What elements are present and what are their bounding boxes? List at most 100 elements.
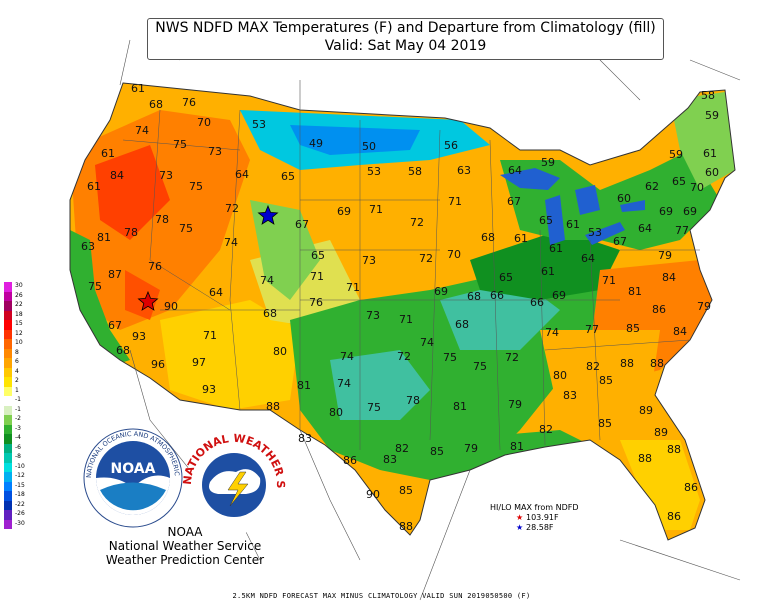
temperature-label: 63 bbox=[81, 240, 95, 253]
temperature-label: 88 bbox=[667, 443, 681, 456]
temperature-label: 82 bbox=[586, 360, 600, 373]
temperature-label: 61 bbox=[703, 147, 717, 160]
legend-label: 22 bbox=[15, 301, 23, 308]
temperature-label: 85 bbox=[598, 417, 612, 430]
legend-row: -12 bbox=[4, 472, 34, 482]
temperature-label: 72 bbox=[419, 252, 433, 265]
legend-row: -18 bbox=[4, 491, 34, 501]
legend-label: 10 bbox=[15, 339, 23, 346]
temperature-label: 90 bbox=[164, 300, 178, 313]
legend-row: -15 bbox=[4, 481, 34, 491]
temperature-label: 76 bbox=[309, 296, 323, 309]
temperature-label: 74 bbox=[545, 326, 559, 339]
legend-swatch bbox=[4, 472, 12, 482]
noaa-logo-text: NOAA bbox=[111, 461, 156, 477]
hilo-box: HI/LO MAX from NDFD ★ 103.91F ★ 28.58F bbox=[490, 503, 579, 533]
us-outline bbox=[69, 82, 736, 541]
temperature-label: 59 bbox=[541, 156, 555, 169]
legend-swatch bbox=[4, 282, 12, 292]
legend-row: -8 bbox=[4, 453, 34, 463]
temperature-label: 82 bbox=[539, 423, 553, 436]
temperature-label: 63 bbox=[457, 164, 471, 177]
temperature-label: 69 bbox=[434, 285, 448, 298]
lake-superior bbox=[500, 168, 560, 190]
legend-swatch bbox=[4, 405, 12, 415]
temperature-label: 89 bbox=[654, 426, 668, 439]
temperature-label: 79 bbox=[464, 442, 478, 455]
hilo-hi-value: 103.91F bbox=[526, 513, 559, 522]
temperature-label: 62 bbox=[645, 180, 659, 193]
temperature-label: 65 bbox=[311, 249, 325, 262]
temperature-label: 81 bbox=[628, 285, 642, 298]
temperature-label: 74 bbox=[340, 350, 354, 363]
temperature-label: 61 bbox=[549, 242, 563, 255]
temperature-label: 68 bbox=[149, 98, 163, 111]
temperature-label: 66 bbox=[490, 289, 504, 302]
legend-label: -15 bbox=[15, 481, 25, 489]
legend-row: -6 bbox=[4, 443, 34, 453]
legend-label: 2 bbox=[15, 377, 19, 384]
temperature-label: 73 bbox=[366, 309, 380, 322]
map-valid-date: Valid: Sat May 04 2019 bbox=[324, 38, 487, 54]
legend-swatch bbox=[4, 320, 12, 330]
temperature-label: 88 bbox=[266, 400, 280, 413]
legend-swatch bbox=[4, 377, 12, 387]
temperature-label: 75 bbox=[367, 401, 381, 414]
temperature-label: 75 bbox=[473, 360, 487, 373]
temperature-label: 78 bbox=[124, 226, 138, 239]
temperature-label: 67 bbox=[108, 319, 122, 332]
legend-row: 18 bbox=[4, 310, 34, 320]
temperature-label: 71 bbox=[369, 203, 383, 216]
legend-swatch bbox=[4, 519, 12, 529]
legend-swatch bbox=[4, 367, 12, 377]
temperature-label: 86 bbox=[652, 303, 666, 316]
temperature-label: 78 bbox=[155, 213, 169, 226]
temperature-label: 86 bbox=[684, 481, 698, 494]
temperature-label: 70 bbox=[690, 181, 704, 194]
hi-star-icon: ★ bbox=[516, 513, 524, 522]
temperature-label: 72 bbox=[410, 216, 424, 229]
temperature-label: 75 bbox=[173, 138, 187, 151]
legend-swatch bbox=[4, 443, 12, 453]
temperature-label: 93 bbox=[132, 330, 146, 343]
legend-row: -1 bbox=[4, 396, 34, 406]
lo-star-icon: ★ bbox=[516, 523, 524, 532]
legend-label: -4 bbox=[15, 434, 21, 441]
legend-label: 15 bbox=[15, 320, 23, 327]
legend-swatch bbox=[4, 500, 12, 510]
temperature-label: 69 bbox=[683, 205, 697, 218]
legend-row: -1 bbox=[4, 405, 34, 415]
temperature-label: 80 bbox=[329, 406, 343, 419]
temperature-label: 65 bbox=[539, 214, 553, 227]
legend-row: 1 bbox=[4, 386, 34, 396]
temperature-label: 65 bbox=[672, 175, 686, 188]
temperature-label: 74 bbox=[420, 336, 434, 349]
temperature-label: 88 bbox=[399, 520, 413, 533]
legend-row: 12 bbox=[4, 329, 34, 339]
legend-swatch bbox=[4, 291, 12, 301]
legend-row: -22 bbox=[4, 500, 34, 510]
temperature-label: 96 bbox=[151, 358, 165, 371]
temperature-label: 88 bbox=[638, 452, 652, 465]
temperature-label: 88 bbox=[650, 357, 664, 370]
temperature-label: 72 bbox=[505, 351, 519, 364]
temperature-label: 58 bbox=[408, 165, 422, 178]
temperature-label: 85 bbox=[399, 484, 413, 497]
temperature-label: 53 bbox=[367, 165, 381, 178]
temperature-label: 83 bbox=[298, 432, 312, 445]
temperature-label: 80 bbox=[553, 369, 567, 382]
temperature-label: 81 bbox=[297, 379, 311, 392]
temperature-label: 86 bbox=[343, 454, 357, 467]
departure-fill bbox=[70, 83, 735, 540]
legend-swatch bbox=[4, 491, 12, 501]
temperature-label: 84 bbox=[110, 169, 124, 182]
hilo-title: HI/LO MAX from NDFD bbox=[490, 503, 579, 512]
temperature-label: 74 bbox=[224, 236, 238, 249]
legend-swatch bbox=[4, 301, 12, 311]
legend-row: -26 bbox=[4, 510, 34, 520]
legend-row: -30 bbox=[4, 519, 34, 529]
temperature-label: 69 bbox=[659, 205, 673, 218]
legend-row: -10 bbox=[4, 462, 34, 472]
temperature-label: 71 bbox=[448, 195, 462, 208]
